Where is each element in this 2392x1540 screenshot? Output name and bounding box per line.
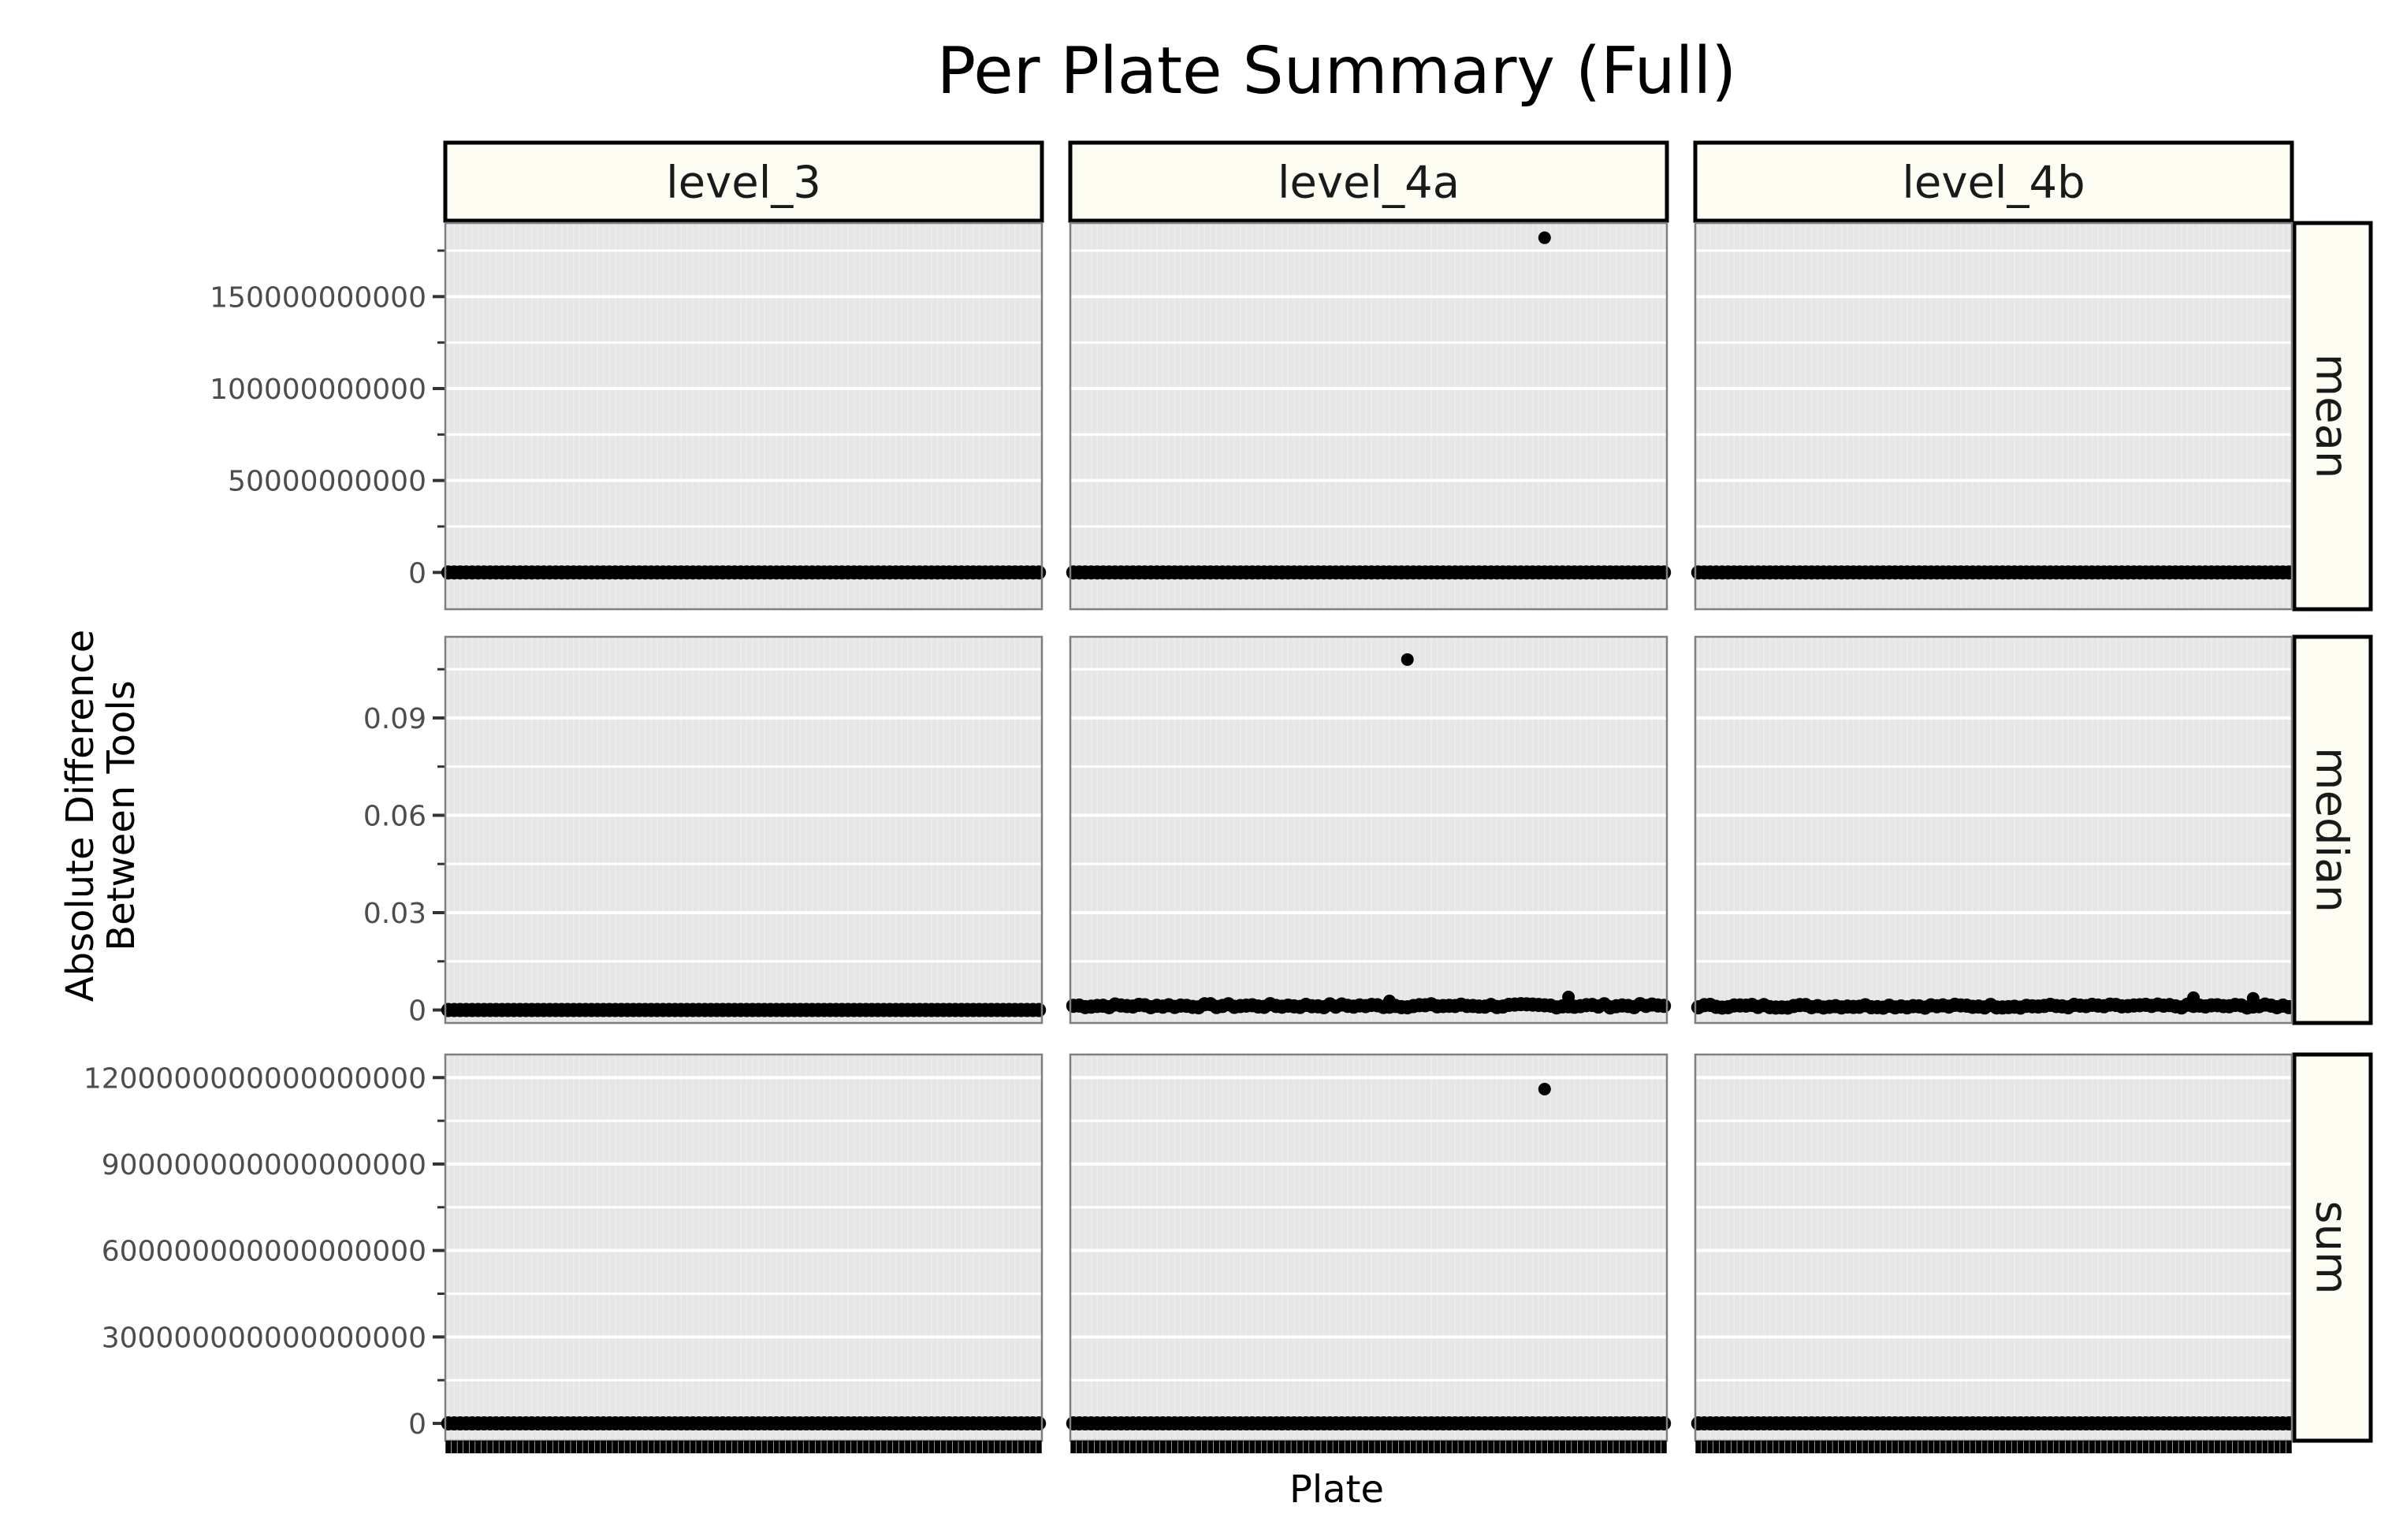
y-axis-title-line-2: Between Tools xyxy=(99,680,143,951)
strip-label-level_3: level_3 xyxy=(666,158,821,209)
y-tick-label-sum-0: 0 xyxy=(408,1408,426,1441)
row-strip-sum xyxy=(2292,1052,2373,1443)
row-strip-median xyxy=(2292,634,2373,1025)
data-point xyxy=(2282,1416,2297,1431)
panel-level_3-sum xyxy=(441,1053,1047,1453)
data-point-outlier xyxy=(1401,653,1414,666)
data-point xyxy=(2282,999,2297,1014)
panel-background xyxy=(1070,1055,1667,1441)
y-axis-title-line-1: Absolute Difference xyxy=(58,630,102,1002)
panel-level_3-mean xyxy=(441,221,1047,611)
panel-border xyxy=(1694,635,2293,1025)
y-tick-label-mean-1: 50000000000 xyxy=(228,466,426,498)
panel-border xyxy=(1694,221,2293,611)
panel-level_4b-median xyxy=(1691,635,2297,1025)
panel-border xyxy=(444,221,1043,611)
row-strip-mean xyxy=(2292,221,2373,612)
strip-level_3 xyxy=(443,140,1044,223)
panel-border xyxy=(1694,1053,2293,1442)
panel-background xyxy=(445,637,1042,1023)
data-point-outlier xyxy=(2187,991,2200,1004)
y-tick-label-mean-2: 100000000000 xyxy=(210,374,426,406)
chart-title: Per Plate Summary (Full) xyxy=(937,34,1736,109)
data-point xyxy=(1032,1416,1047,1431)
panel-level_4b-sum xyxy=(1691,1053,2297,1453)
data-point xyxy=(1657,565,1672,580)
y-tick-label-median-2: 0.06 xyxy=(363,800,426,832)
data-point xyxy=(1032,1002,1047,1017)
data-point-outlier xyxy=(1382,995,1396,1007)
panel-border xyxy=(1069,635,1668,1025)
panel-border xyxy=(1069,221,1668,611)
y-tick-label-median-3: 0.09 xyxy=(363,703,426,735)
panel-level_4a-sum xyxy=(1066,1053,1672,1453)
data-point-outlier xyxy=(1538,231,1551,244)
strip-level_4a xyxy=(1068,140,1669,223)
row-strip-label-mean: mean xyxy=(2306,354,2357,479)
panel-background xyxy=(1070,223,1667,609)
row-strip-label-median: median xyxy=(2306,747,2357,913)
panel-level_4a-median xyxy=(1066,635,1672,1025)
data-point-outlier xyxy=(2246,991,2260,1005)
panel-background xyxy=(1695,223,2292,609)
y-tick-label-median-1: 0.03 xyxy=(363,898,426,930)
data-point-outlier xyxy=(1562,991,1575,1004)
y-tick-label-sum-4: 1200000000000000000 xyxy=(84,1062,426,1095)
y-axis-title: Absolute Difference Between Tools xyxy=(58,630,143,1002)
panel-border xyxy=(444,635,1043,1025)
panel-background xyxy=(445,1055,1042,1441)
y-tick-label-mean-3: 150000000000 xyxy=(210,281,426,314)
panel-border xyxy=(1069,1053,1668,1442)
y-tick-label-sum-1: 300000000000000000 xyxy=(102,1322,426,1354)
data-point xyxy=(1657,1416,1672,1431)
y-tick-label-median-0: 0 xyxy=(408,995,426,1028)
y-tick-label-sum-2: 600000000000000000 xyxy=(102,1236,426,1268)
panel-background xyxy=(1070,637,1667,1023)
panel-border xyxy=(444,1053,1043,1442)
y-tick-label-mean-0: 0 xyxy=(408,557,426,590)
panel-level_3-median xyxy=(441,635,1047,1025)
y-tick-label-sum-3: 900000000000000000 xyxy=(102,1149,426,1181)
panel-level_4b-mean xyxy=(1691,221,2297,611)
row-strip-label-sum: sum xyxy=(2306,1200,2357,1294)
x-axis-title: Plate xyxy=(1289,1467,1384,1512)
panel-background xyxy=(445,223,1042,609)
strip-level_4b xyxy=(1693,140,2294,223)
strip-label-level_4b: level_4b xyxy=(1902,158,2085,209)
data-point xyxy=(1032,565,1047,580)
panel-background xyxy=(1695,1055,2292,1441)
data-point xyxy=(2282,565,2297,580)
panel-background xyxy=(1695,637,2292,1023)
panel-level_4a-mean xyxy=(1066,221,1672,611)
data-point-outlier xyxy=(1538,1082,1551,1095)
strip-label-level_4a: level_4a xyxy=(1278,158,1460,209)
data-point xyxy=(1657,999,1672,1014)
